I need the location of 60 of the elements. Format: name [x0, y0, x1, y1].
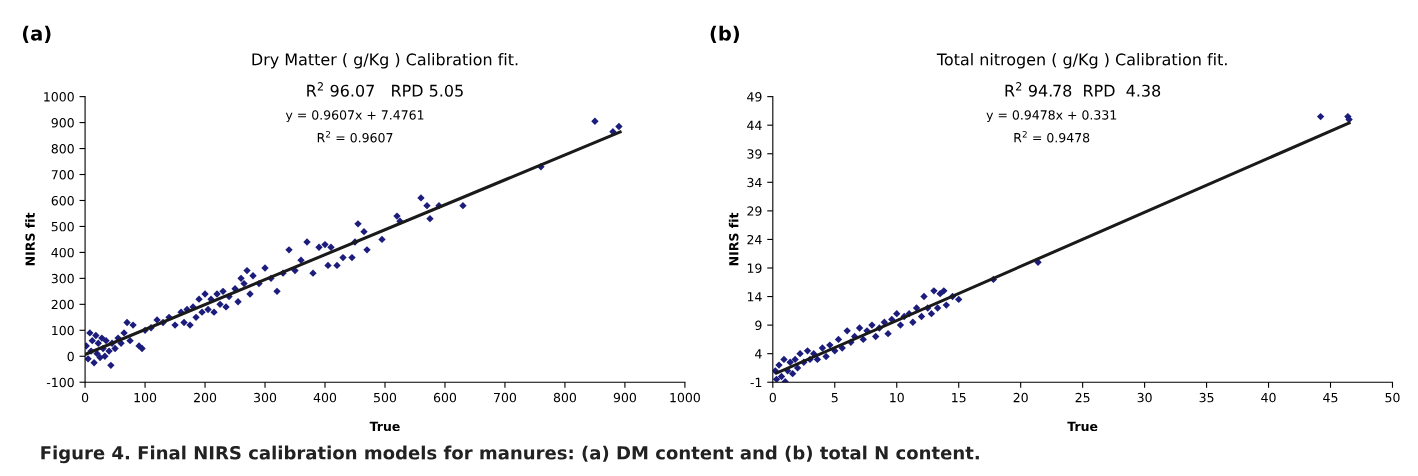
caption: Figure 4. Final NIRS calibration models for manures: (a) DM content and (b) total N content.: [41, 445, 979, 464]
y-tick-label: 4: [755, 349, 762, 359]
y-tick-label: 1000: [44, 92, 74, 102]
chart-subtitle: R$^{2}$ 94.78 RPD 4.38: [1005, 82, 1161, 97]
x-tick-label: 15: [952, 393, 966, 403]
x-tick-label: 45: [1323, 393, 1338, 403]
x-axis-title: True: [369, 421, 400, 432]
x-tick-label: 25: [1075, 392, 1090, 403]
chart-title: Dry Matter ( g/Kg ) Calibration fit.: [252, 53, 518, 69]
y-tick-label: 800: [51, 144, 74, 154]
y-tick-label: 0: [67, 351, 74, 362]
x-tick-label: 50: [1385, 392, 1400, 403]
x-tick-label: 400: [313, 392, 337, 403]
y-tick-label: 24: [747, 234, 762, 245]
chart-subtitle: R$^{2}$ 96.07 RPD 5.05: [307, 82, 463, 97]
y-tick-label: 19: [747, 263, 762, 273]
y-tick-label: 44: [747, 120, 762, 130]
annotation: y = 0.9607x + 7.4761: [285, 110, 424, 123]
y-tick-label: 29: [747, 206, 762, 216]
x-tick-label: 0: [769, 392, 776, 403]
y-tick-label: 600: [51, 195, 74, 206]
y-tick-label: 9: [755, 320, 762, 331]
y-tick-label: 400: [51, 247, 74, 258]
annotation: R$^{2}$ = 0.9478: [1014, 130, 1090, 143]
x-axis-title: True: [1067, 421, 1098, 432]
chart-title: Total nitrogen ( g/Kg ) Calibration fit.: [936, 53, 1227, 69]
y-tick-label: 200: [51, 299, 74, 310]
x-tick-label: 20: [1013, 392, 1028, 403]
x-tick-label: 40: [1261, 392, 1276, 403]
y-tick-label: 34: [747, 177, 762, 188]
x-tick-label: 35: [1199, 392, 1214, 403]
y-tick-label: -1: [750, 377, 762, 387]
x-tick-label: 100: [134, 392, 157, 403]
y-tick-label: -100: [46, 377, 74, 388]
x-tick-label: 600: [433, 392, 457, 403]
y-tick-label: 700: [51, 169, 74, 180]
y-tick-label: 900: [51, 118, 74, 128]
x-tick-label: 10: [890, 392, 904, 403]
y-tick-label: 14: [747, 292, 762, 302]
y-tick-label: 39: [747, 149, 762, 159]
text: (a): [22, 25, 51, 44]
y-axis-title: NIRS fit: [728, 212, 739, 266]
y-tick-label: 49: [747, 92, 762, 102]
x-tick-label: 200: [194, 392, 217, 403]
y-tick-label: 500: [51, 221, 74, 232]
annotation: R$^{2}$ = 0.9607: [317, 130, 393, 143]
x-tick-label: 5: [831, 393, 838, 403]
x-tick-label: 1000: [670, 392, 700, 403]
x-tick-label: 700: [494, 392, 517, 403]
y-axis-title: NIRS fit: [25, 212, 35, 266]
y-tick-label: 300: [51, 273, 74, 284]
x-tick-label: 800: [553, 392, 577, 403]
x-tick-label: 300: [254, 392, 277, 403]
y-tick-label: 100: [52, 325, 74, 336]
x-tick-label: 500: [374, 392, 397, 403]
x-tick-label: 0: [81, 392, 89, 403]
text: (b): [710, 25, 740, 44]
annotation: y = 0.9478x + 0.331: [986, 110, 1117, 123]
x-tick-label: 900: [613, 392, 637, 403]
x-tick-label: 30: [1137, 392, 1152, 403]
